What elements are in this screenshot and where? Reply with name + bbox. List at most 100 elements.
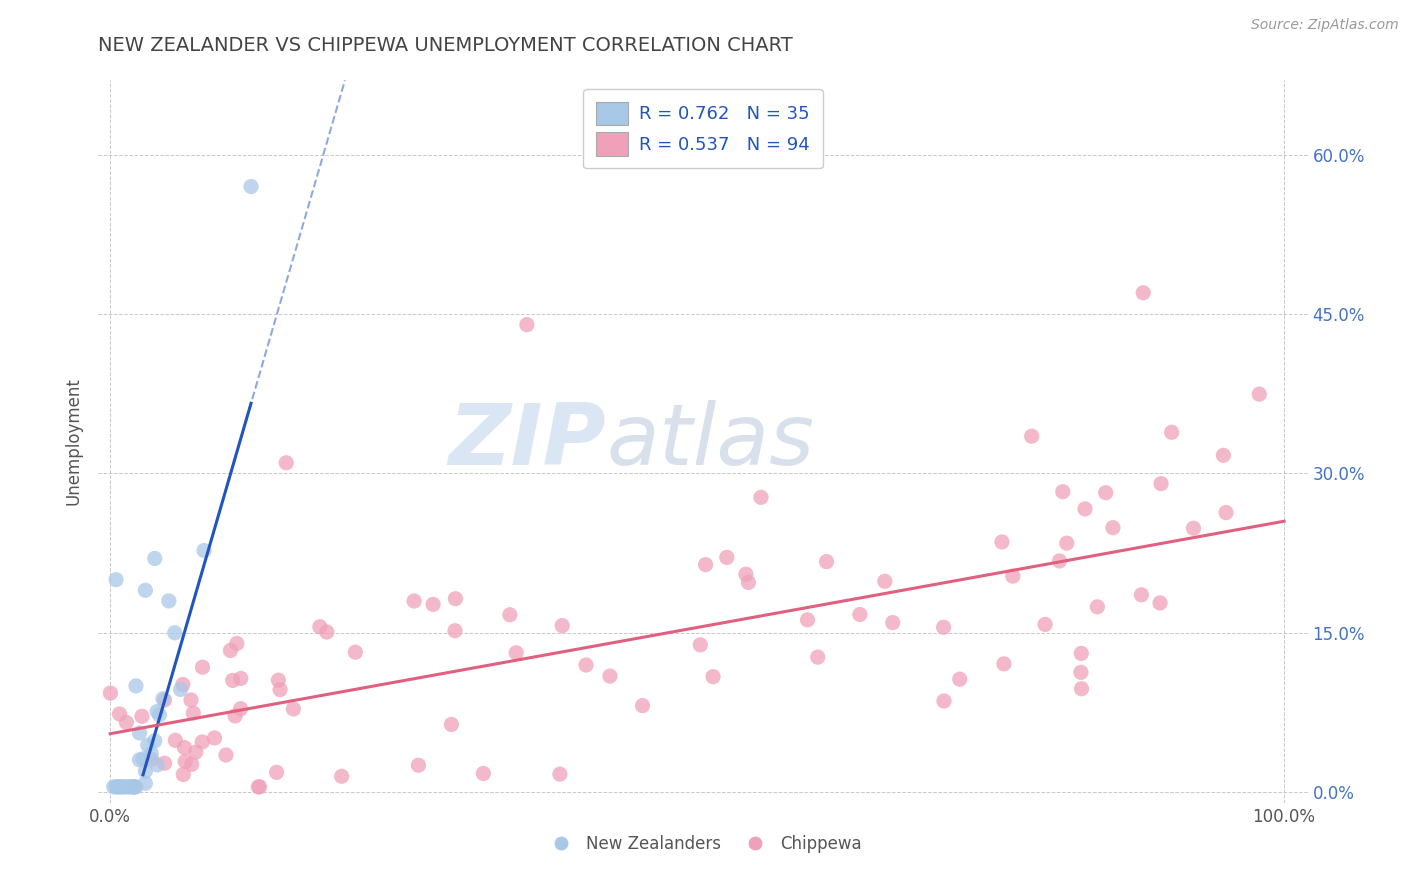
Text: atlas: atlas — [606, 400, 814, 483]
Point — [949, 672, 972, 686]
Point — [1212, 448, 1234, 462]
Point — [440, 717, 463, 731]
Point — [122, 780, 145, 794]
Point — [193, 543, 215, 558]
Point — [146, 705, 169, 719]
Point — [472, 766, 495, 780]
Point — [422, 598, 444, 612]
Point — [505, 646, 527, 660]
Point — [1150, 476, 1173, 491]
Point — [749, 491, 772, 505]
Point — [249, 780, 271, 794]
Point — [444, 624, 467, 638]
Point — [120, 780, 142, 794]
Point — [1033, 617, 1056, 632]
Point — [1132, 285, 1154, 300]
Point — [1070, 647, 1092, 661]
Legend: New Zealanders, Chippewa: New Zealanders, Chippewa — [538, 828, 868, 860]
Point — [499, 607, 522, 622]
Point — [153, 756, 176, 771]
Point — [118, 780, 141, 794]
Point — [735, 567, 758, 582]
Point — [141, 752, 163, 766]
Point — [108, 706, 131, 721]
Point — [1215, 506, 1237, 520]
Point — [215, 747, 238, 762]
Point — [815, 555, 838, 569]
Point — [408, 758, 430, 772]
Point — [134, 583, 156, 598]
Point — [1052, 484, 1074, 499]
Point — [165, 733, 187, 747]
Point — [131, 709, 153, 723]
Point — [551, 618, 574, 632]
Point — [191, 660, 214, 674]
Point — [548, 767, 571, 781]
Point — [1056, 536, 1078, 550]
Point — [229, 672, 252, 686]
Point — [599, 669, 621, 683]
Point — [1130, 588, 1153, 602]
Point — [169, 682, 191, 697]
Point — [105, 780, 128, 794]
Point — [716, 550, 738, 565]
Point — [172, 677, 194, 691]
Point — [1149, 596, 1171, 610]
Point — [134, 776, 156, 790]
Point — [191, 735, 214, 749]
Y-axis label: Unemployment: Unemployment — [65, 377, 83, 506]
Point — [993, 657, 1015, 671]
Point — [146, 758, 169, 772]
Point — [932, 694, 955, 708]
Point — [136, 738, 159, 752]
Point — [105, 573, 128, 587]
Point — [125, 780, 148, 794]
Point — [344, 645, 367, 659]
Point — [180, 757, 202, 772]
Point — [225, 636, 247, 650]
Point — [1001, 569, 1024, 583]
Point — [103, 780, 125, 794]
Point — [180, 693, 202, 707]
Point — [224, 709, 246, 723]
Point — [125, 679, 148, 693]
Point — [444, 591, 467, 606]
Point — [111, 780, 134, 794]
Point — [269, 682, 291, 697]
Point — [308, 620, 330, 634]
Point — [796, 613, 818, 627]
Point — [163, 625, 186, 640]
Point — [1074, 502, 1097, 516]
Point — [219, 643, 242, 657]
Point — [128, 753, 150, 767]
Point — [873, 574, 896, 589]
Point — [240, 179, 263, 194]
Point — [204, 731, 226, 745]
Point — [174, 755, 197, 769]
Point — [108, 780, 131, 794]
Point — [849, 607, 872, 622]
Point — [134, 764, 156, 779]
Point — [1070, 665, 1092, 680]
Point — [1070, 681, 1092, 696]
Point — [117, 780, 139, 794]
Point — [404, 594, 426, 608]
Point — [115, 715, 138, 730]
Point — [172, 767, 194, 781]
Point — [695, 558, 717, 572]
Text: NEW ZEALANDER VS CHIPPEWA UNEMPLOYMENT CORRELATION CHART: NEW ZEALANDER VS CHIPPEWA UNEMPLOYMENT C… — [98, 36, 793, 54]
Point — [1021, 429, 1043, 443]
Point — [148, 707, 170, 722]
Point — [283, 702, 305, 716]
Point — [128, 726, 150, 740]
Point — [631, 698, 654, 713]
Point — [737, 575, 759, 590]
Point — [991, 535, 1014, 549]
Text: ZIP: ZIP — [449, 400, 606, 483]
Point — [702, 670, 724, 684]
Point — [153, 693, 176, 707]
Point — [1249, 387, 1271, 401]
Point — [105, 780, 128, 794]
Point — [689, 638, 711, 652]
Point — [1085, 599, 1108, 614]
